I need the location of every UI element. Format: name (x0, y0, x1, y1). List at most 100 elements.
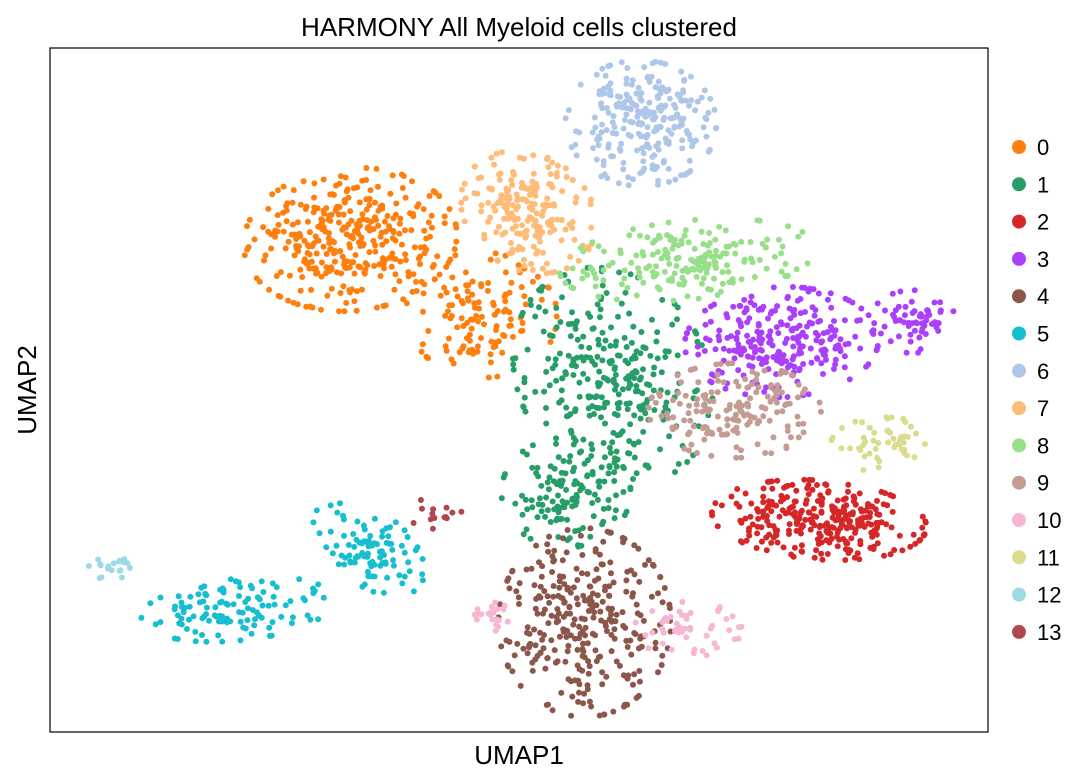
data-point (657, 446, 664, 453)
data-point (637, 415, 644, 422)
data-point (596, 405, 602, 412)
data-point (871, 320, 878, 327)
data-point (920, 532, 927, 539)
data-point (563, 486, 570, 493)
data-point (611, 366, 618, 373)
data-point (598, 100, 605, 107)
data-point (689, 143, 696, 150)
data-point (764, 518, 771, 524)
data-point (621, 267, 628, 274)
data-point (903, 452, 910, 459)
data-point (382, 218, 388, 225)
data-point (600, 162, 607, 169)
data-point (335, 219, 342, 226)
data-point (581, 597, 588, 604)
data-point (474, 606, 481, 613)
data-point (922, 441, 928, 448)
data-point (567, 253, 574, 260)
data-point (648, 395, 655, 402)
data-point (258, 578, 265, 585)
data-point (917, 537, 923, 544)
data-point (905, 319, 912, 326)
data-point (401, 573, 408, 580)
data-point (799, 228, 806, 235)
data-point (870, 543, 877, 550)
data-point (592, 124, 599, 131)
data-point (328, 264, 335, 271)
data-point (367, 187, 374, 194)
data-point (616, 269, 623, 276)
data-point (834, 543, 841, 550)
data-point (772, 307, 778, 314)
data-point (388, 263, 395, 270)
data-point (271, 601, 278, 608)
data-point (670, 397, 676, 404)
data-point (662, 354, 669, 360)
data-point (523, 526, 530, 533)
legend-marker (1012, 513, 1026, 527)
data-point (578, 343, 585, 350)
data-point (152, 621, 159, 628)
data-point (656, 286, 663, 293)
data-point (407, 210, 413, 217)
data-point (719, 280, 726, 287)
data-point (819, 556, 826, 563)
data-point (520, 531, 527, 538)
data-point (201, 583, 208, 590)
data-point (648, 222, 655, 229)
data-point (649, 608, 656, 614)
data-point (664, 250, 671, 257)
data-point (660, 116, 667, 123)
data-point (889, 508, 896, 515)
data-point (679, 599, 686, 605)
data-point (808, 359, 815, 366)
data-point (789, 284, 796, 290)
data-point (565, 352, 572, 359)
data-point (614, 400, 621, 407)
data-point (202, 591, 209, 598)
data-point (682, 227, 689, 234)
data-point (530, 152, 537, 159)
data-point (533, 470, 540, 476)
data-point (419, 505, 425, 512)
data-point (846, 376, 853, 383)
data-point (521, 394, 528, 401)
data-point (307, 616, 314, 623)
data-point (559, 294, 565, 301)
data-point (503, 637, 510, 644)
data-point (254, 594, 261, 601)
data-point (301, 237, 308, 244)
data-point (950, 308, 957, 315)
data-point (595, 293, 602, 300)
legend-marker (1012, 401, 1026, 416)
data-point (650, 371, 657, 378)
data-point (754, 506, 761, 512)
data-point (692, 216, 699, 223)
data-point (700, 124, 707, 131)
data-point (658, 369, 665, 376)
data-point (383, 238, 390, 245)
data-point (497, 601, 503, 608)
data-point (463, 335, 470, 342)
data-point (509, 668, 516, 675)
data-point (270, 593, 277, 600)
data-point (646, 109, 653, 116)
data-point (569, 309, 575, 316)
data-point (856, 556, 863, 563)
data-point (579, 667, 586, 674)
data-point (863, 363, 870, 370)
data-point (590, 145, 596, 152)
data-point (659, 640, 666, 647)
data-point (662, 348, 669, 355)
data-point (589, 630, 596, 637)
data-point (488, 154, 495, 161)
data-point (554, 503, 561, 510)
data-point (671, 101, 677, 108)
legend-label: 0 (1037, 135, 1049, 160)
data-point (847, 547, 854, 554)
data-point (726, 347, 733, 354)
data-point (249, 607, 256, 613)
data-point (659, 619, 666, 626)
data-point (595, 243, 602, 250)
data-point (364, 217, 371, 224)
